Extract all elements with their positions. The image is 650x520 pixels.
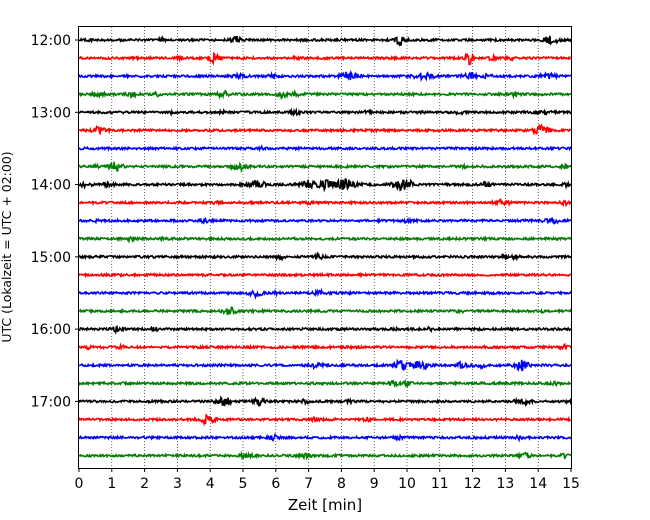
seismo-trace — [78, 235, 572, 244]
seismo-trace — [78, 161, 572, 174]
seismo-trace — [78, 198, 572, 208]
x-tick-label: 1 — [107, 476, 116, 492]
seismo-trace — [78, 123, 572, 136]
seismo-trace — [78, 450, 572, 461]
y-axis-label: UTC (Lokalzeit = UTC + 02:00) — [0, 151, 14, 342]
seismo-trace — [78, 306, 572, 316]
y-tick-label: 17:00 — [31, 394, 71, 410]
x-tick-label: 11 — [431, 476, 449, 492]
x-axis-ticks: 0 1 2 3 4 5 6 7 8 9 10 11 12 13 14 15 — [75, 468, 580, 492]
x-tick-label: 12 — [464, 476, 482, 492]
x-tick-label: 8 — [337, 476, 346, 492]
x-tick-label: 3 — [173, 476, 182, 492]
y-tick-label: 12:00 — [31, 33, 71, 49]
x-tick-label: 2 — [140, 476, 149, 492]
seismo-trace — [78, 250, 572, 262]
seismo-trace — [78, 35, 572, 47]
x-tick-label: 0 — [75, 476, 84, 492]
plot-frame — [78, 26, 572, 469]
seismo-trace — [78, 342, 572, 352]
y-tick-label: 14:00 — [31, 178, 71, 194]
x-tick-label: 7 — [304, 476, 313, 492]
y-axis-ticks: 12:00 13:00 14:00 15:00 16:00 17:00 — [31, 33, 79, 410]
seismo-trace — [78, 177, 572, 193]
seismo-trace — [78, 395, 572, 408]
seismo-trace — [78, 287, 572, 300]
seismo-trace — [78, 107, 572, 117]
seismo-trace — [78, 413, 572, 427]
seismo-trace — [78, 144, 572, 152]
x-tick-label: 6 — [271, 476, 280, 492]
seismo-trace — [78, 89, 572, 100]
y-tick-label: 13:00 — [31, 105, 71, 121]
seismo-trace — [78, 358, 572, 372]
x-tick-label: 4 — [206, 476, 215, 492]
x-tick-label: 10 — [398, 476, 416, 492]
seismo-trace — [78, 216, 572, 225]
x-tick-label: 14 — [529, 476, 547, 492]
y-tick-label: 16:00 — [31, 322, 71, 338]
x-axis-label: Zeit [min] — [288, 496, 362, 514]
trace-layer — [78, 35, 572, 461]
x-tick-label: 9 — [370, 476, 379, 492]
seismo-trace — [78, 432, 572, 443]
x-tick-label: 5 — [239, 476, 248, 492]
seismo-trace — [78, 325, 572, 335]
seismo-trace — [78, 378, 572, 389]
x-tick-label: 13 — [496, 476, 514, 492]
seismo-trace — [78, 271, 572, 279]
y-tick-label: 15:00 — [31, 250, 71, 266]
seismo-trace — [78, 69, 572, 82]
seismo-trace — [78, 51, 572, 67]
x-tick-label: 15 — [562, 476, 580, 492]
